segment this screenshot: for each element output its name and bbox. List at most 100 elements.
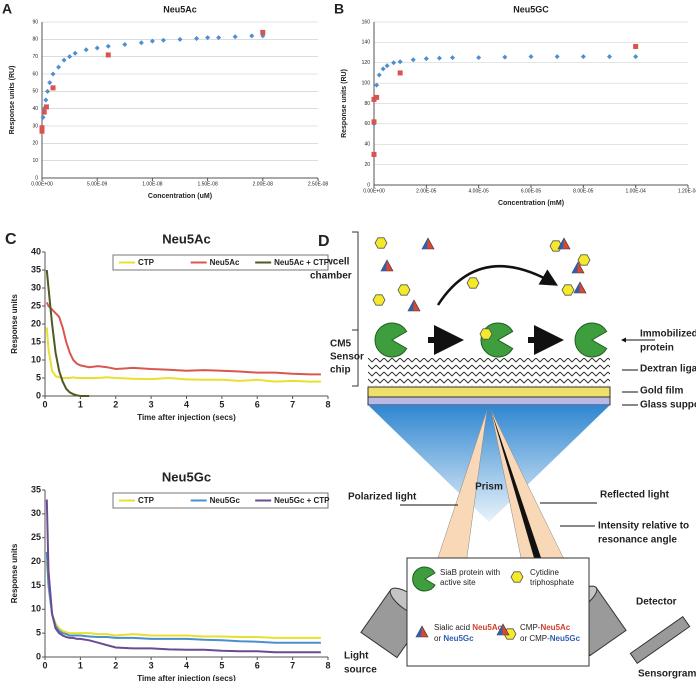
x-tick-label: 5.00E-09 [87, 181, 108, 187]
x-tick-label: 1.20E-04 [678, 188, 696, 194]
x-tick-label: 6 [255, 660, 260, 670]
point [436, 55, 442, 61]
point [371, 119, 377, 125]
point [374, 94, 380, 100]
y-tick-label: 160 [362, 19, 371, 25]
y-tick-label: 90 [32, 19, 38, 25]
label: Detector [636, 597, 677, 608]
y-tick-label: 0 [36, 390, 41, 400]
label: Flowcell [310, 257, 350, 268]
legend-icon [510, 571, 524, 583]
label: Gold film [640, 386, 683, 397]
legend-text: active site [440, 578, 476, 587]
point [410, 57, 416, 63]
y-axis-label: Response units [10, 294, 19, 354]
legend-label: CTP [138, 496, 155, 505]
series-line [45, 551, 321, 644]
y-tick-label: 80 [32, 37, 38, 43]
legend-box [112, 492, 329, 509]
legend-text: CMP-Neu5Ac [520, 623, 571, 632]
label: source [344, 665, 377, 676]
point [94, 45, 100, 51]
y-tick-label: 30 [31, 508, 41, 518]
sialic-icon [421, 237, 435, 250]
x-tick-label: 1 [78, 399, 83, 409]
label: CM5 [330, 339, 352, 350]
point [177, 36, 183, 42]
point [423, 56, 429, 62]
point [105, 43, 111, 49]
x-tick-label: 8 [325, 399, 330, 409]
x-tick-label: 2.00E-08 [253, 181, 274, 187]
legend-icon [412, 566, 436, 592]
cmp-icon [561, 284, 575, 296]
label: Prism [475, 482, 503, 493]
legend-label: CTP [138, 258, 155, 267]
y-axis-label: Response units (RU) [9, 66, 16, 135]
y-axis-label: Response units [10, 543, 19, 603]
legend-text: CMP- [520, 623, 541, 632]
cmp-icon [573, 281, 587, 294]
legend-label: Neu5Ac [210, 258, 240, 267]
protein [480, 322, 514, 358]
point [45, 88, 51, 94]
point [40, 114, 46, 120]
legend-text: or [434, 634, 443, 643]
y-tick-label: 40 [32, 106, 38, 112]
legend-text: Cytidine [530, 568, 559, 577]
ctp-icon [466, 277, 480, 289]
x-tick-label: 2.00E-05 [416, 188, 437, 194]
point [149, 38, 155, 44]
beam-dark [491, 410, 556, 606]
legend-text: Sialic acid [434, 623, 472, 632]
point [371, 151, 377, 157]
point [376, 72, 382, 78]
point [50, 85, 56, 91]
legend-text: Neu5Gc [550, 634, 581, 643]
x-tick-label: 5 [219, 660, 224, 670]
y-tick-label: 100 [362, 80, 371, 86]
point [122, 42, 128, 48]
x-tick-label: 1.00E-08 [142, 181, 163, 187]
point [39, 128, 45, 134]
chart-title: Neu5GC [513, 4, 549, 14]
x-tick-label: 8.00E-05 [573, 188, 594, 194]
y-tick-label: 140 [362, 40, 371, 46]
y-tick-label: 70 [32, 54, 38, 60]
series-line [45, 269, 90, 397]
legend-box [112, 254, 329, 271]
x-tick-label: 2 [113, 399, 118, 409]
point [47, 80, 53, 86]
label: Sensor [330, 352, 364, 363]
chart-title: Neu5Gc [162, 469, 211, 484]
legend-text: or Neu5Gc [434, 634, 474, 643]
point [249, 33, 255, 39]
point [397, 59, 403, 65]
point [633, 54, 639, 60]
label: Dextran ligand [640, 364, 696, 375]
y-tick-label: 80 [364, 101, 370, 107]
y-tick-label: 0 [35, 175, 38, 181]
point [56, 64, 62, 70]
leader [622, 339, 655, 406]
label: Polarized light [348, 492, 417, 503]
point [371, 96, 377, 102]
series-line [45, 561, 321, 639]
legend-text: Sialic acid Neu5Ac [434, 623, 503, 632]
x-axis-label: Time after injection (secs) [137, 413, 236, 422]
x-tick-label: 0 [42, 660, 47, 670]
point [72, 50, 78, 56]
label: protein [640, 343, 674, 354]
y-tick-label: 50 [32, 89, 38, 95]
label: Intensity relative to [598, 521, 689, 532]
point [528, 54, 534, 60]
y-tick-label: 30 [31, 282, 41, 292]
y-tick-label: 20 [364, 162, 370, 168]
y-tick-label: 35 [31, 264, 41, 274]
point [232, 34, 238, 40]
point [43, 104, 49, 110]
point [260, 29, 266, 35]
y-tick-label: 25 [31, 300, 41, 310]
y-tick-label: 5 [36, 372, 41, 382]
y-tick-label: 40 [31, 246, 41, 256]
